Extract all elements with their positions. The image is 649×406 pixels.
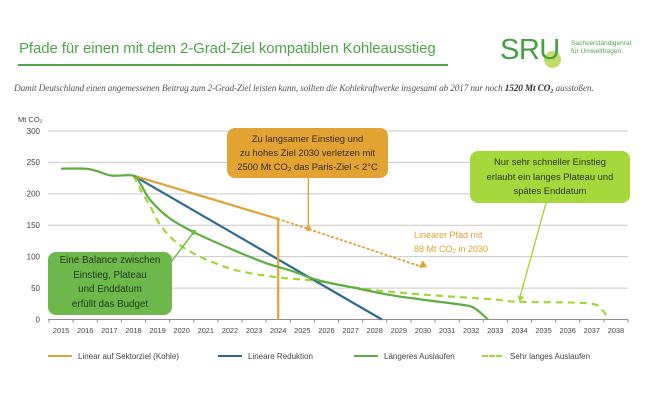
x-tick-label: 2029 (391, 326, 407, 335)
callout-fast-start: Nur sehr schneller Einstieg erlaubt ein … (470, 151, 630, 203)
x-tick-label: 2017 (101, 326, 117, 335)
legend-swatch-blue (218, 355, 242, 357)
subtitle-highlight: 1520 Mt CO₂ (504, 84, 554, 94)
x-tick-label: 2021 (198, 326, 214, 335)
title-underline (18, 64, 448, 66)
legend-label: Längeres Auslaufen (384, 351, 455, 361)
callout-balance-line: erfüllt das Budget (71, 298, 149, 310)
logo-dot-icon (544, 51, 561, 68)
callout-slow-start-line: 2500 Mt CO₂ das Paris-Ziel < 2°C (237, 161, 378, 172)
x-tick-label: 2035 (535, 326, 551, 335)
callout-slow-start-line: Zu langsamer Einstieg und (251, 133, 364, 144)
legend: Linear auf Sektorziel (Kohle) Lineare Re… (0, 350, 649, 364)
x-tick-label: 2030 (415, 326, 431, 335)
legend-item-linear-sector: Linear auf Sektorziel (Kohle) (48, 350, 179, 362)
callout-balance-line: und Enddatum (78, 284, 142, 295)
logo-tagline: Sachverständigenrat für Umweltfragen (571, 40, 631, 56)
legend-label: Lineare Reduktion (248, 351, 313, 361)
legend-item-very-long-phaseout: Sehr langes Auslaufen (482, 350, 590, 362)
x-axis-labels: 2015 2016 2017 2018 2019 2020 2021 2022 2023 2024… (53, 326, 624, 335)
green-callout-dot-icon (191, 229, 197, 235)
legend-item-linear-reduction: Lineare Reduktion (218, 350, 313, 362)
x-tick-label: 2015 (53, 326, 69, 335)
x-tick-label: 2034 (511, 326, 527, 335)
linear-path-label-line: Linearer Pfad mit (414, 230, 483, 240)
linear-path-label-line: 88 Mt CO₂ in 2030 (414, 244, 489, 254)
lime-callout-arrow-icon (517, 295, 525, 302)
callout-fast-start-line: spätes Enddatum (513, 185, 587, 196)
x-tick-label: 2036 (559, 326, 575, 335)
linear-path-label: Linearer Pfad mit 88 Mt CO₂ in 2030 (414, 228, 488, 256)
x-tick-label: 2020 (173, 326, 189, 335)
lime-callout-pointer (518, 202, 547, 300)
y-tick-label: 50 (31, 284, 40, 293)
legend-swatch-orange (48, 355, 72, 357)
y-axis-labels: 0 50 100 150 200 250 300 (27, 127, 41, 324)
orange-callout-dot-icon (305, 225, 311, 231)
x-tick-label: 2037 (584, 326, 600, 335)
x-tick-label: 2031 (439, 326, 455, 335)
sru-logo: SRU Sachverständigenrat für Umweltfragen (500, 34, 640, 68)
callout-fast-start-line: Nur sehr schneller Einstieg (493, 156, 607, 167)
y-tick-label: 100 (27, 252, 41, 261)
x-tick-label: 2022 (222, 326, 238, 335)
callout-slow-start: Zu langsamer Einstieg und zu hohes Ziel … (227, 128, 388, 178)
y-tick-label: 250 (27, 158, 41, 167)
page-title: Pfade für einen mit dem 2-Grad-Ziel komp… (19, 40, 436, 57)
green-callout-pointer (167, 231, 195, 267)
logo-letters: SRU (500, 34, 560, 66)
y-tick-label: 200 (27, 190, 41, 199)
linear-path-arrow-icon (418, 260, 427, 268)
y-tick-label: 150 (27, 221, 41, 230)
series-line-längeres-auslaufen (61, 167, 489, 321)
callout-slow-start-line: zu hohes Ziel 2030 verletzen mit (240, 147, 375, 158)
y-tick-label: 300 (27, 127, 41, 136)
legend-label: Linear auf Sektorziel (Kohle) (78, 351, 179, 361)
x-tick-label: 2027 (342, 326, 358, 335)
annotation-marks (167, 178, 547, 302)
x-tick-label: 2026 (318, 326, 334, 335)
legend-item-longer-phaseout: Längeres Auslaufen (354, 350, 455, 362)
x-tick-label: 2018 (125, 326, 141, 335)
x-axis (48, 319, 629, 323)
subtitle: Damit Deutschland einen angemessenen Bei… (14, 84, 594, 94)
x-tick-label: 2032 (463, 326, 479, 335)
logo-tagline-line2: für Umweltfragen (571, 48, 622, 55)
legend-label: Sehr langes Auslaufen (510, 351, 591, 361)
x-tick-label: 2019 (149, 326, 165, 335)
x-tick-label: 2024 (270, 326, 286, 335)
callout-balance: Eine Balance zwischen Einstieg, Plateau … (48, 252, 172, 315)
subtitle-prefix: Damit Deutschland einen angemessenen Bei… (14, 84, 505, 94)
legend-swatch-lime-dashed (482, 355, 502, 357)
series-line-lineare-reduktion (132, 174, 383, 321)
logo-tagline-line1: Sachverständigenrat (571, 40, 632, 47)
series-line-sehr-langes-auslaufen (132, 175, 610, 321)
y-tick-label: 0 (36, 315, 41, 324)
x-tick-label: 2025 (294, 326, 310, 335)
x-tick-label: 2033 (487, 326, 503, 335)
x-tick-label: 2028 (366, 326, 382, 335)
x-tick-label: 2016 (77, 326, 93, 335)
subtitle-suffix: ausstoßen. (553, 84, 594, 94)
linear-path-dotted-line (277, 218, 424, 269)
callout-balance-line: Eine Balance zwischen (59, 255, 161, 266)
callout-balance-line: Einstieg, Plateau (73, 269, 147, 281)
x-tick-label: 2023 (246, 326, 262, 335)
callout-fast-start-line: erlaubt ein langes Plateau und (486, 170, 614, 182)
legend-swatch-green (354, 355, 378, 357)
x-tick-label: 2038 (608, 326, 624, 335)
y-axis-title: Mt CO₂ (18, 115, 43, 124)
